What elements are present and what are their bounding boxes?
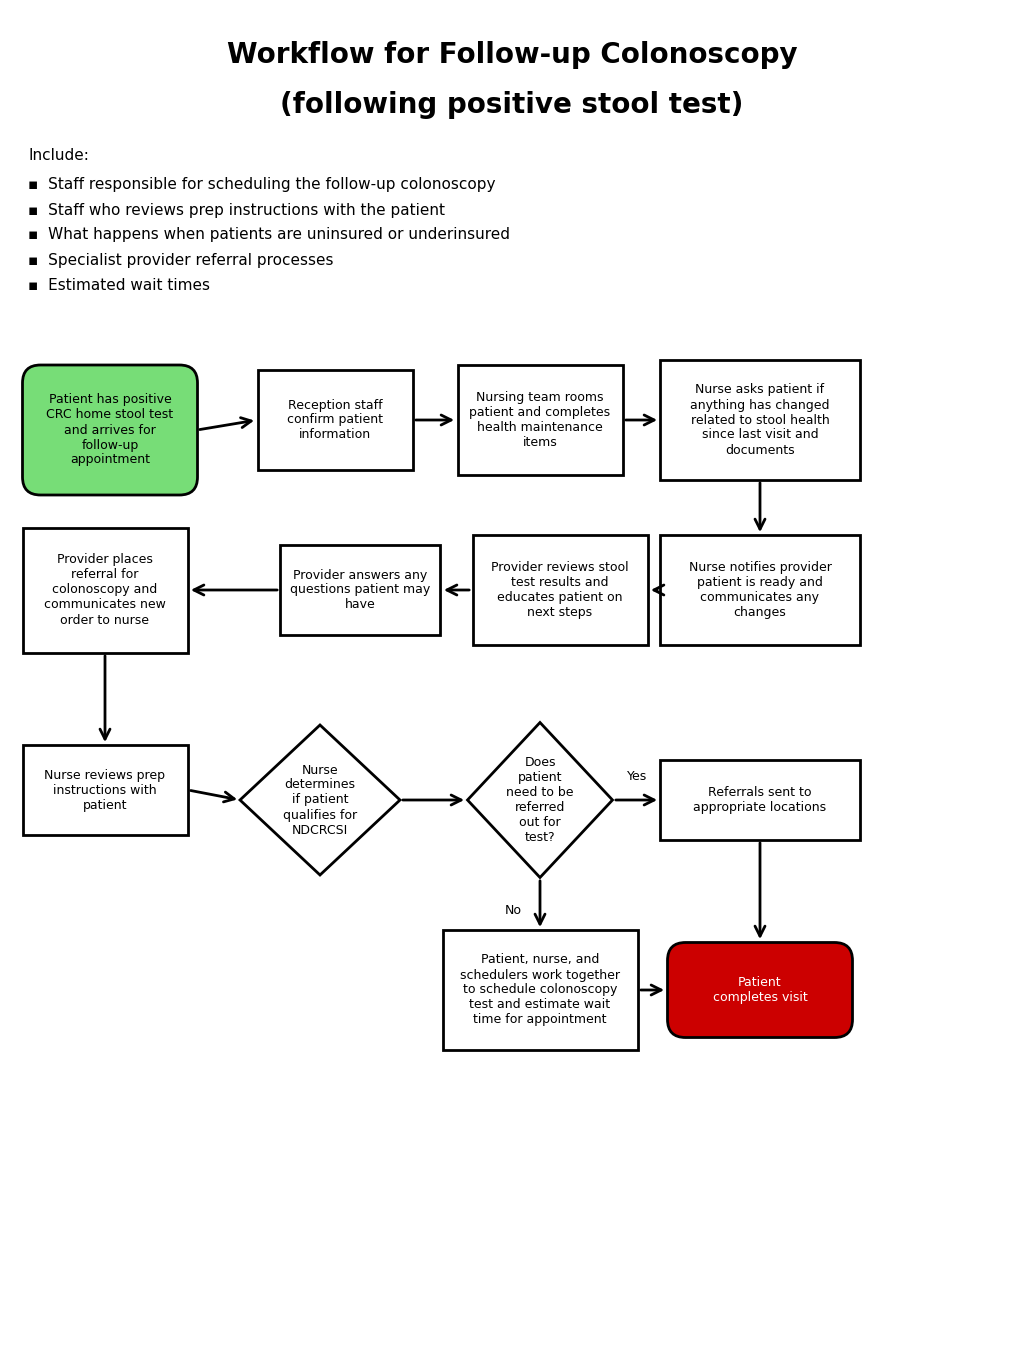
Bar xyxy=(442,930,638,1050)
Text: (following positive stool test): (following positive stool test) xyxy=(281,91,743,119)
Polygon shape xyxy=(240,725,400,875)
Bar xyxy=(660,760,860,839)
Text: Patient, nurse, and
schedulers work together
to schedule colonoscopy
test and es: Patient, nurse, and schedulers work toge… xyxy=(460,954,620,1026)
Bar xyxy=(280,545,440,635)
Text: ▪  Specialist provider referral processes: ▪ Specialist provider referral processes xyxy=(28,253,334,268)
Text: Nurse reviews prep
instructions with
patient: Nurse reviews prep instructions with pat… xyxy=(44,768,166,812)
Text: Provider answers any
questions patient may
have: Provider answers any questions patient m… xyxy=(290,568,430,612)
Text: Patient has positive
CRC home stool test
and arrives for
follow-up
appointment: Patient has positive CRC home stool test… xyxy=(46,393,173,467)
Text: Provider places
referral for
colonoscopy and
communicates new
order to nurse: Provider places referral for colonoscopy… xyxy=(44,553,166,627)
Text: Referrals sent to
appropriate locations: Referrals sent to appropriate locations xyxy=(693,786,826,814)
Text: Patient
completes visit: Patient completes visit xyxy=(713,976,807,1005)
Text: Reception staff
confirm patient
information: Reception staff confirm patient informat… xyxy=(287,399,383,441)
Text: Yes: Yes xyxy=(627,770,647,784)
Text: ▪  Estimated wait times: ▪ Estimated wait times xyxy=(28,277,210,292)
Bar xyxy=(458,364,623,475)
Text: No: No xyxy=(505,904,522,916)
Bar xyxy=(660,535,860,646)
Bar xyxy=(660,360,860,480)
Text: ▪  Staff responsible for scheduling the follow-up colonoscopy: ▪ Staff responsible for scheduling the f… xyxy=(28,177,496,192)
Text: ▪  What happens when patients are uninsured or underinsured: ▪ What happens when patients are uninsur… xyxy=(28,228,510,243)
Text: Nursing team rooms
patient and completes
health maintenance
items: Nursing team rooms patient and completes… xyxy=(469,390,610,449)
FancyBboxPatch shape xyxy=(668,942,853,1037)
Bar xyxy=(23,527,187,652)
Text: Include:: Include: xyxy=(28,147,89,162)
Bar xyxy=(257,370,413,470)
Bar xyxy=(23,745,187,835)
Text: Does
patient
need to be
referred
out for
test?: Does patient need to be referred out for… xyxy=(506,756,573,844)
Bar xyxy=(472,535,647,646)
Text: Nurse
determines
if patient
qualifies for
NDCRCSI: Nurse determines if patient qualifies fo… xyxy=(283,763,357,837)
Text: Nurse notifies provider
patient is ready and
communicates any
changes: Nurse notifies provider patient is ready… xyxy=(688,561,831,618)
FancyBboxPatch shape xyxy=(23,364,198,495)
Text: ▪  Staff who reviews prep instructions with the patient: ▪ Staff who reviews prep instructions wi… xyxy=(28,202,445,217)
Text: Provider reviews stool
test results and
educates patient on
next steps: Provider reviews stool test results and … xyxy=(492,561,629,618)
Text: Workflow for Follow-up Colonoscopy: Workflow for Follow-up Colonoscopy xyxy=(226,41,798,70)
Text: Nurse asks patient if
anything has changed
related to stool health
since last vi: Nurse asks patient if anything has chang… xyxy=(690,384,829,456)
Polygon shape xyxy=(468,722,612,878)
